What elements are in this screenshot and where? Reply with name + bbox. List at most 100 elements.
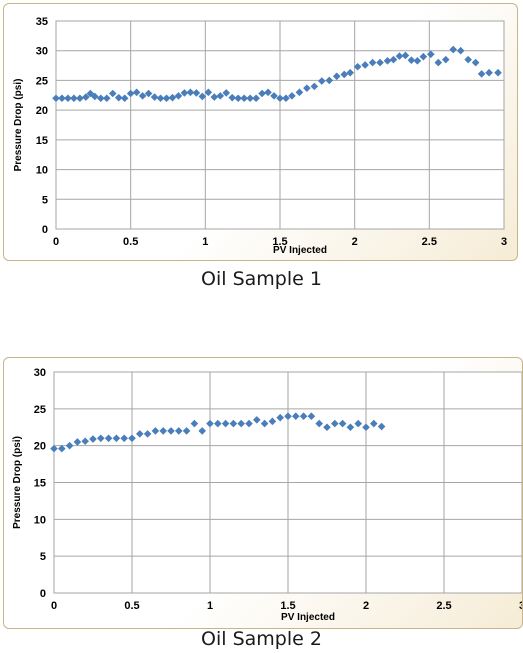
data-point [441,55,450,64]
data-point [449,45,458,54]
chart-1-plot: 0 5 10 15 20 25 30 35 0 0.5 1 1.5 2 2.5 3 PV Injected Pr… [13,16,507,256]
y-tick-label: 35 [36,16,48,28]
data-point [395,52,404,60]
data-point [174,92,183,100]
y-axis-label: Pressure Drop (psi) [13,79,24,172]
data-point [456,46,465,55]
data-point [276,94,284,103]
x-tick-label: 3 [519,600,523,612]
x-tick-label: 2.5 [436,600,451,612]
y-tick-label: 0 [40,588,46,600]
data-point [76,94,84,103]
data-point [389,55,398,64]
data-point [419,52,428,61]
y-axis-label: Pressure Drop (psi) [12,436,23,529]
y-tick-label: 10 [34,514,46,526]
data-point [332,72,341,81]
data-point [186,88,195,97]
data-point [192,89,201,97]
y-tick-label: 15 [36,135,48,147]
data-point [362,423,370,432]
y-tick-label: 5 [40,551,46,563]
data-point [210,93,219,101]
data-point [282,94,290,103]
chart-2-plot: 0 5 10 15 20 25 30 0 0.5 1 1.5 2 2.5 3 PV Injected Pres… [12,367,523,623]
data-point [407,56,416,65]
data-point [136,430,144,438]
data-point [310,82,319,91]
data-point [325,76,334,85]
data-point [228,93,237,102]
data-point [132,88,141,97]
x-tick-label: 0 [51,600,57,612]
data-point [52,94,60,103]
data-point [204,88,213,97]
chart-panel-1: 0 5 10 15 20 25 30 35 0 0.5 1 1.5 2 2.5 3 PV Injected Pr… [3,3,518,261]
data-point [288,92,296,100]
data-point [198,92,207,101]
y-tick-label: 10 [36,165,48,177]
data-point [214,419,222,428]
data-point [434,58,443,67]
data-point [383,57,392,65]
data-point [340,70,349,79]
y-tick-label: 20 [34,441,46,453]
data-point [70,94,78,103]
data-point [97,94,105,103]
x-tick-label: 0.5 [123,236,138,248]
data-point [81,437,89,446]
data-point [102,94,111,103]
y-tick-label: 25 [34,404,46,416]
x-tick-label: 1 [202,236,208,248]
y-tick-label: 25 [36,75,48,87]
data-point [276,413,284,422]
x-tick-label: 1.5 [272,236,287,248]
y-tick-label: 30 [36,46,48,58]
x-axis-label: PV Injected [273,245,327,256]
x-tick-label: 0.5 [124,600,139,612]
x-tick-label: 0 [53,236,59,248]
data-point [114,93,123,102]
data-point [150,93,159,101]
data-point [138,92,147,100]
x-tick-label: 2 [363,600,369,612]
data-point [144,89,153,98]
data-point [198,427,206,435]
data-point [258,89,266,98]
data-point [494,68,502,77]
data-point [216,92,225,100]
data-point [264,88,272,97]
data-point [377,422,386,431]
x-axis-label: PV Injected [281,612,335,623]
data-point [477,70,486,78]
data-point [73,438,82,446]
data-point [318,77,326,85]
data-point [353,62,362,71]
data-point [346,68,354,77]
data-point [346,423,355,432]
data-point [120,94,129,103]
data-point [303,84,311,92]
data-point [323,423,331,432]
data-point [401,51,410,60]
data-point [222,89,231,97]
data-point [413,57,422,65]
data-point [485,68,493,77]
x-tick-label: 1.5 [280,600,295,612]
data-point [471,58,480,67]
data-point [168,93,177,102]
x-tick-label: 2 [352,236,358,248]
y-tick-label: 0 [42,224,48,236]
data-point [361,61,369,69]
y-tick-label: 20 [36,105,48,117]
data-point [162,94,171,103]
data-point [427,50,435,59]
x-tick-label: 2.5 [422,236,437,248]
data-point [237,419,245,428]
data-point [58,94,66,103]
data-point [156,94,165,103]
data-point [91,92,99,101]
data-point [464,55,472,64]
data-point [252,94,260,103]
y-tick-label: 5 [42,194,48,206]
